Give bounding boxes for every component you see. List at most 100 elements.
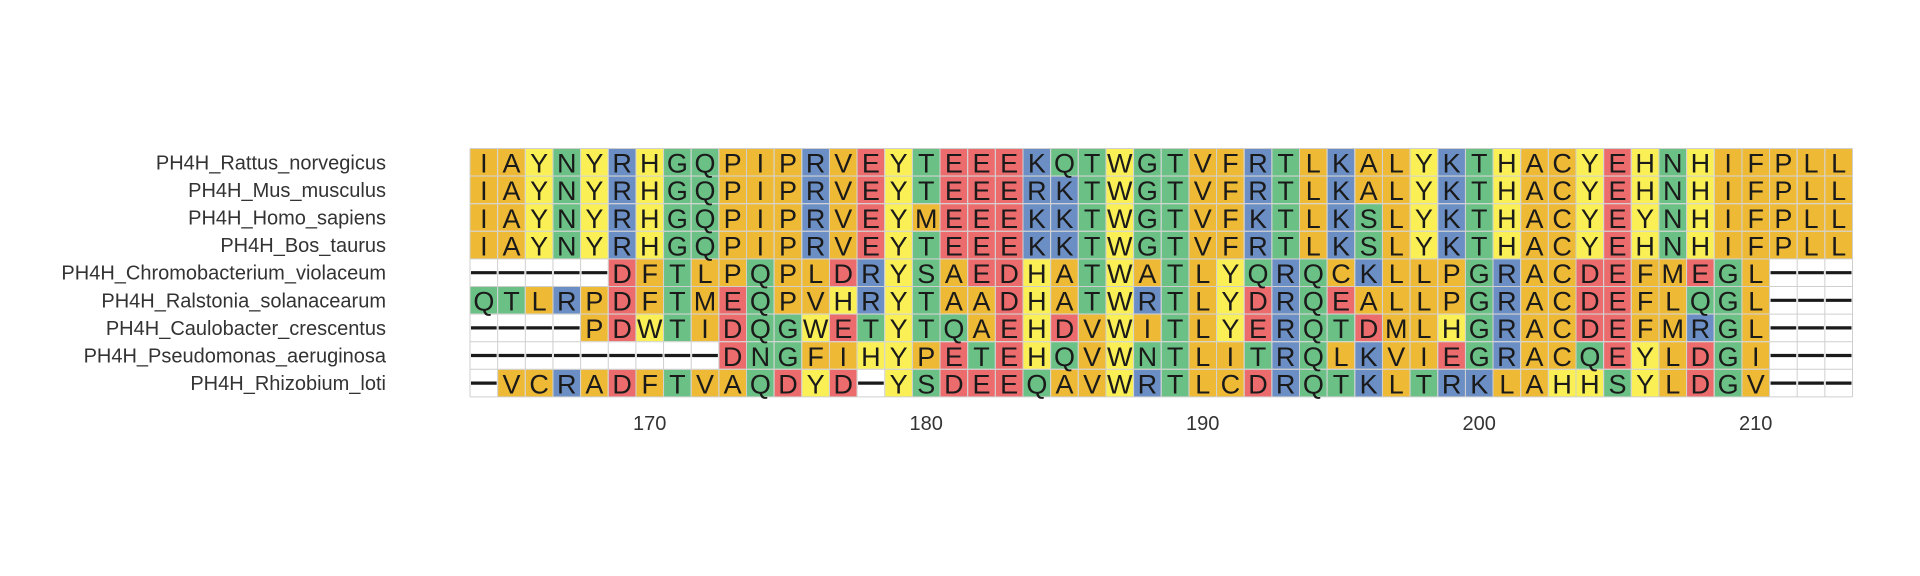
residue-letter: Q: [695, 204, 716, 234]
residue-letter: W: [1107, 231, 1133, 261]
residue-cell: [718, 203, 747, 232]
residue-letter: H: [1027, 287, 1047, 317]
residue-letter: H: [1027, 342, 1047, 372]
residue-letter: Y: [807, 369, 825, 399]
residue-letter: V: [1194, 176, 1212, 206]
residue-letter: F: [1637, 259, 1654, 289]
residue-letter: H: [1691, 231, 1711, 261]
residue-letter: L: [808, 259, 823, 289]
residue-letter: H: [1691, 176, 1711, 206]
residue-cell: [524, 203, 554, 232]
residue-cell: [773, 258, 803, 287]
residue-letter: P: [585, 287, 603, 317]
residue-letter: G: [777, 314, 798, 344]
residue-cell: [1437, 313, 1466, 343]
residue-letter: F: [1747, 176, 1764, 206]
residue-letter: T: [863, 314, 880, 344]
residue-letter: I: [1752, 342, 1760, 372]
residue-letter: T: [1167, 314, 1184, 344]
residue-letter: R: [861, 259, 881, 289]
residue-letter: R: [1276, 342, 1296, 372]
residue-letter: N: [1663, 149, 1683, 179]
residue-letter: T: [1167, 342, 1184, 372]
residue-letter: Y: [530, 204, 548, 234]
residue-cell: [1520, 175, 1549, 205]
residue-letter: Y: [1415, 231, 1433, 261]
residue-letter: H: [1027, 314, 1047, 344]
residue-letter: F: [1637, 314, 1654, 344]
residue-letter: K: [1028, 204, 1046, 234]
residue-letter: T: [1084, 149, 1101, 179]
residue-letter: L: [1831, 149, 1846, 179]
residue-letter: M: [915, 204, 938, 234]
residue-cell: [607, 368, 637, 398]
alignment-grid: [469, 148, 1853, 398]
residue-letter: G: [1469, 287, 1490, 317]
residue-letter: K: [1443, 231, 1461, 261]
residue-letter: A: [1526, 287, 1544, 317]
residue-letter: I: [480, 231, 488, 261]
residue-letter: L: [1804, 231, 1819, 261]
residue-letter: E: [1608, 259, 1626, 289]
residue-letter: K: [1055, 176, 1073, 206]
residue-letter: N: [557, 231, 577, 261]
residue-letter: Q: [750, 369, 771, 399]
residue-letter: A: [1055, 259, 1073, 289]
residue-letter: I: [1227, 342, 1235, 372]
residue-cell: [1658, 230, 1687, 260]
residue-cell: [1077, 175, 1107, 205]
residue-letter: P: [779, 259, 797, 289]
residue-letter: A: [1055, 369, 1073, 399]
residue-letter: P: [779, 287, 797, 317]
residue-cell: [1465, 230, 1494, 260]
residue-letter: L: [1748, 314, 1763, 344]
residue-letter: Q: [1303, 287, 1324, 317]
residue-letter: Y: [1581, 231, 1599, 261]
residue-letter: I: [1724, 149, 1732, 179]
residue-letter: G: [777, 342, 798, 372]
residue-letter: L: [1389, 231, 1404, 261]
residue-letter: E: [1332, 287, 1350, 317]
residue-letter: G: [1137, 231, 1158, 261]
residue-letter: A: [1360, 149, 1378, 179]
residue-letter: P: [1774, 149, 1792, 179]
residue-letter: H: [1635, 176, 1655, 206]
residue-letter: P: [585, 314, 603, 344]
residue-cell: [1686, 148, 1715, 177]
residue-cell: [1575, 286, 1605, 315]
residue-cell: [1796, 175, 1826, 205]
residue-letter: E: [1000, 204, 1018, 234]
residue-letter: G: [1137, 149, 1158, 179]
residue-cell: [1382, 258, 1411, 287]
residue-letter: L: [1416, 259, 1431, 289]
residue-letter: F: [1747, 204, 1764, 234]
residue-cell: [1686, 230, 1715, 260]
residue-letter: D: [612, 369, 632, 399]
residue-letter: T: [1084, 231, 1101, 261]
residue-letter: E: [1000, 231, 1018, 261]
residue-letter: T: [918, 287, 935, 317]
residue-letter: H: [1635, 231, 1655, 261]
residue-letter: A: [1526, 231, 1544, 261]
residue-letter: W: [637, 314, 663, 344]
residue-letter: R: [806, 149, 826, 179]
residue-letter: A: [1360, 287, 1378, 317]
residue-letter: D: [1580, 287, 1600, 317]
residue-cell: [939, 258, 969, 287]
residue-letter: N: [557, 204, 577, 234]
residue-letter: E: [862, 231, 880, 261]
residue-letter: L: [1195, 342, 1210, 372]
residue-letter: E: [945, 342, 963, 372]
residue-letter: P: [779, 231, 797, 261]
residue-cell: [939, 313, 969, 343]
residue-letter: L: [1804, 149, 1819, 179]
x-tick-label: 170: [633, 413, 666, 435]
residue-letter: Q: [695, 176, 716, 206]
residue-letter: P: [917, 342, 935, 372]
residue-letter: I: [1144, 314, 1152, 344]
residue-letter: R: [612, 149, 632, 179]
residue-cell: [1216, 148, 1245, 177]
residue-cell: [939, 175, 969, 205]
